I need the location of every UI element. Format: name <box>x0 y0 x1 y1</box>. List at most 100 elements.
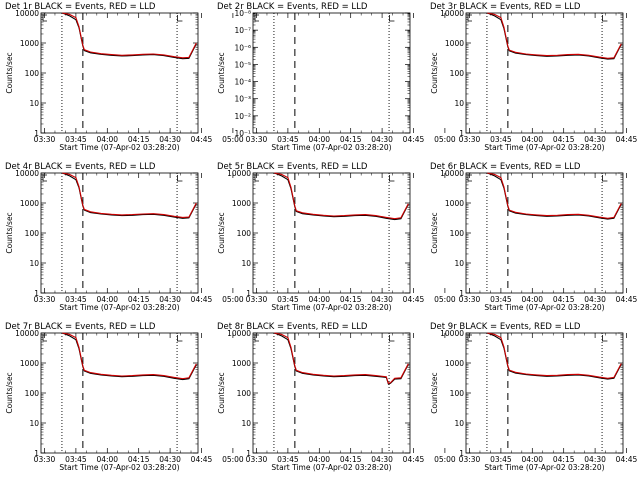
y-tick-label: 10000 <box>227 169 251 178</box>
panel-title: Det 3r BLACK = Events, RED = LLD <box>430 2 581 12</box>
x-axis-label: Start Time (07-Apr-02 03:28:20) <box>271 463 391 472</box>
x-tick-label: 04:00 <box>521 455 543 464</box>
x-tick-label: 04:00 <box>308 135 330 144</box>
x-tick-label: 05:00 <box>222 295 244 304</box>
bracket-marker-left <box>467 334 472 342</box>
bracket-marker-right <box>177 335 183 342</box>
x-tick-label: 04:15 <box>128 135 150 144</box>
x-tick-label: 03:30 <box>34 455 56 464</box>
y-tick-label: 100 <box>450 69 465 78</box>
x-axis-label: Start Time (07-Apr-02 03:28:20) <box>271 303 391 312</box>
y-tick-label: 10⁻⁶ <box>234 43 251 52</box>
series-lld-line <box>62 332 197 380</box>
x-tick-label: 04:45 <box>403 455 425 464</box>
y-tick-label: 1000 <box>20 199 39 208</box>
y-tick-label: 1 <box>459 129 464 138</box>
panel-title: Det 9r BLACK = Events, RED = LLD <box>430 322 581 332</box>
series-lld-line <box>487 12 622 59</box>
panel-det8r: Det 8r BLACK = Events, RED = LLD 1 10 100 10… <box>217 322 456 472</box>
panel-title: Det 6r BLACK = Events, RED = LLD <box>430 162 581 172</box>
y-tick-label: 1 <box>34 129 39 138</box>
series-lld-line <box>62 172 197 218</box>
plot-frame <box>252 172 411 294</box>
bracket-marker-right <box>177 175 183 182</box>
x-tick-label: 04:45 <box>191 295 213 304</box>
y-axis-label: Counts/sec <box>217 212 226 253</box>
y-axis-label: Counts/sec <box>217 52 226 93</box>
y-tick-label: 1000 <box>232 199 251 208</box>
x-tick-label: 05:00 <box>434 295 456 304</box>
plot-frame <box>252 12 411 134</box>
panel-det5r: Det 5r BLACK = Events, RED = LLD 1 10 100 10… <box>217 162 456 312</box>
panel-det9r: Det 9r BLACK = Events, RED = LLD 1 10 100 10… <box>430 322 638 472</box>
y-tick-label: 1 <box>459 289 464 298</box>
x-tick-label: 03:45 <box>490 135 512 144</box>
y-tick-label: 100 <box>450 229 465 238</box>
bracket-marker-left <box>42 174 47 182</box>
y-tick-label: 10 <box>29 419 39 428</box>
y-tick-label: 100 <box>25 389 40 398</box>
bracket-marker-right <box>177 15 183 22</box>
y-tick-label: 10⁻¹ <box>234 129 251 138</box>
series-lld-line <box>274 172 409 220</box>
bracket-marker-left <box>254 334 259 342</box>
panel-det6r: Det 6r BLACK = Events, RED = LLD 1 10 100 10… <box>430 162 638 312</box>
x-axis-label: Start Time (07-Apr-02 03:28:20) <box>484 303 604 312</box>
y-tick-label: 10 <box>454 259 464 268</box>
x-tick-label: 04:30 <box>584 455 606 464</box>
panel-title: Det 1r BLACK = Events, RED = LLD <box>5 2 156 12</box>
panel-det7r: Det 7r BLACK = Events, RED = LLD 1 10 100 10… <box>5 322 244 472</box>
x-tick-label: 04:30 <box>159 455 181 464</box>
x-tick-label: 04:00 <box>308 295 330 304</box>
bracket-marker-right <box>389 175 395 182</box>
bracket-marker-right <box>602 15 608 22</box>
x-tick-label: 03:45 <box>490 455 512 464</box>
y-tick-label: 10⁻⁷ <box>234 26 251 35</box>
y-tick-label: 10000 <box>440 9 464 18</box>
x-tick-label: 04:45 <box>403 135 425 144</box>
series-lld-line <box>487 172 622 219</box>
panel-title: Det 7r BLACK = Events, RED = LLD <box>5 322 156 332</box>
y-tick-label: 1 <box>34 289 39 298</box>
y-tick-label: 10⁻⁴ <box>234 78 251 87</box>
x-tick-label: 03:30 <box>459 135 481 144</box>
y-tick-label: 10⁻⁸ <box>234 9 251 18</box>
y-tick-label: 10000 <box>440 169 464 178</box>
x-tick-label: 04:30 <box>371 455 393 464</box>
x-tick-label: 04:00 <box>308 455 330 464</box>
x-tick-label: 03:30 <box>246 455 268 464</box>
y-tick-label: 1 <box>246 449 251 458</box>
y-tick-label: 10 <box>454 419 464 428</box>
x-tick-label: 04:30 <box>159 295 181 304</box>
bracket-marker-right <box>389 15 395 22</box>
panel-title: Det 5r BLACK = Events, RED = LLD <box>217 162 368 172</box>
y-tick-label: 10⁻³ <box>234 95 251 104</box>
bracket-marker-left <box>254 174 259 182</box>
plot-frame <box>252 332 411 454</box>
x-tick-label: 03:30 <box>246 135 268 144</box>
x-tick-label: 03:30 <box>246 295 268 304</box>
x-tick-label: 04:15 <box>553 295 575 304</box>
x-tick-label: 04:15 <box>340 295 362 304</box>
y-tick-label: 10000 <box>15 9 39 18</box>
y-axis-label: Counts/sec <box>5 52 14 93</box>
y-tick-label: 1 <box>459 449 464 458</box>
x-tick-label: 03:30 <box>459 455 481 464</box>
x-axis-label: Start Time (07-Apr-02 03:28:20) <box>59 303 179 312</box>
panel-det3r: Det 3r BLACK = Events, RED = LLD 1 10 100 10… <box>430 2 638 152</box>
x-tick-label: 04:30 <box>584 135 606 144</box>
y-tick-label: 1000 <box>445 359 464 368</box>
y-tick-label: 1000 <box>445 39 464 48</box>
y-tick-label: 10 <box>241 419 251 428</box>
bracket-marker-left <box>42 14 47 22</box>
x-tick-label: 04:30 <box>371 135 393 144</box>
x-tick-label: 04:00 <box>521 295 543 304</box>
plot-frame <box>40 332 199 454</box>
x-tick-label: 05:00 <box>434 135 456 144</box>
panel-title: Det 4r BLACK = Events, RED = LLD <box>5 162 156 172</box>
y-tick-label: 10⁻² <box>234 112 251 121</box>
y-tick-label: 10 <box>29 259 39 268</box>
y-tick-label: 10000 <box>440 329 464 338</box>
series-lld-line <box>62 12 197 59</box>
x-tick-label: 04:45 <box>616 455 638 464</box>
